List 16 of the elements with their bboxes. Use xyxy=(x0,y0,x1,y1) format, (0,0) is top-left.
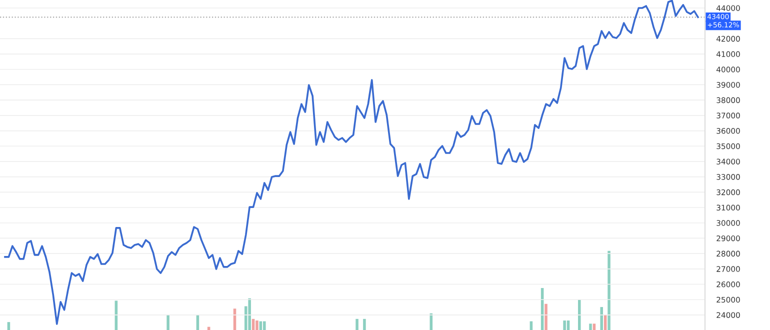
bar xyxy=(248,298,251,330)
bar xyxy=(263,321,266,330)
bar xyxy=(166,314,170,330)
line-series xyxy=(4,0,699,325)
bar xyxy=(356,318,358,330)
bar xyxy=(600,307,603,330)
bar xyxy=(256,320,258,330)
bar xyxy=(608,250,610,330)
bar xyxy=(544,304,548,330)
bar xyxy=(566,320,570,330)
bar xyxy=(592,324,596,330)
bar xyxy=(578,300,581,330)
bar xyxy=(363,318,366,330)
bar xyxy=(7,322,10,330)
bar xyxy=(563,320,566,330)
bar xyxy=(589,324,592,330)
